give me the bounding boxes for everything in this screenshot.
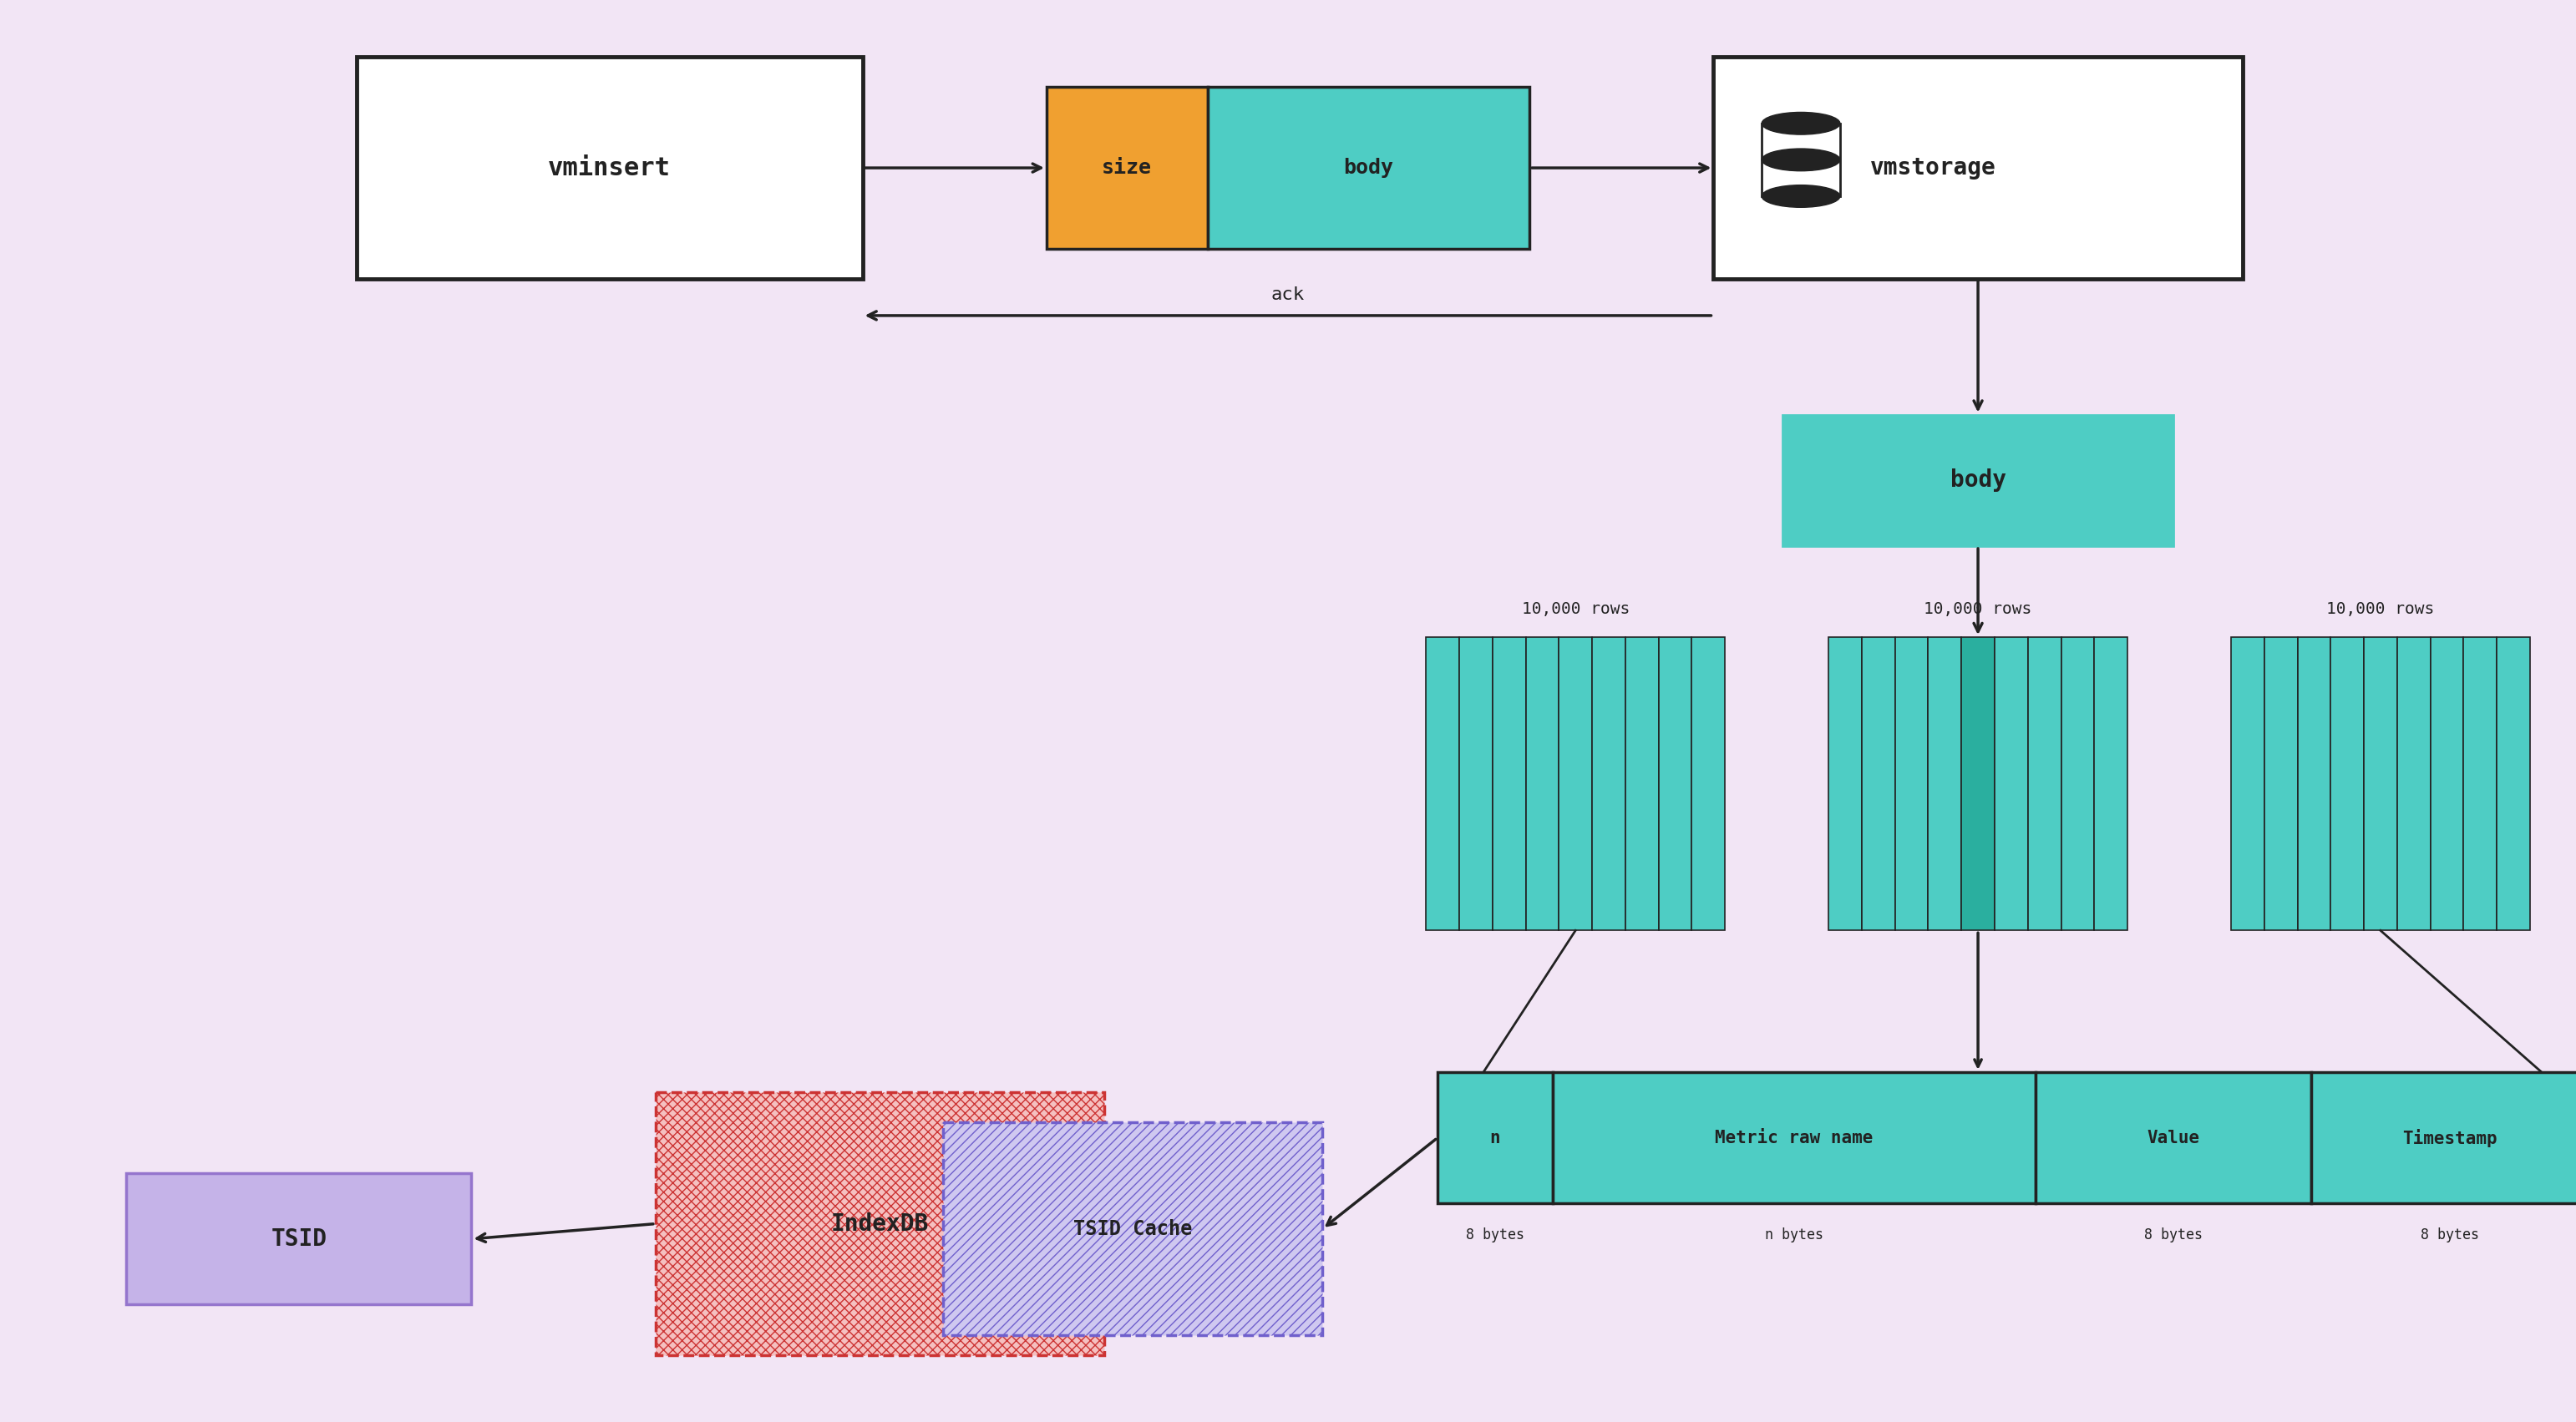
Text: 10,000 rows: 10,000 rows bbox=[1924, 602, 2032, 617]
FancyBboxPatch shape bbox=[2231, 637, 2264, 930]
FancyBboxPatch shape bbox=[943, 1122, 1321, 1335]
FancyBboxPatch shape bbox=[1427, 637, 1458, 930]
FancyBboxPatch shape bbox=[2061, 637, 2094, 930]
FancyBboxPatch shape bbox=[1862, 637, 1896, 930]
Text: vmstorage: vmstorage bbox=[1870, 156, 1996, 179]
Text: 10,000 rows: 10,000 rows bbox=[2326, 602, 2434, 617]
FancyBboxPatch shape bbox=[355, 57, 863, 279]
FancyBboxPatch shape bbox=[2311, 1072, 2576, 1203]
FancyBboxPatch shape bbox=[2463, 637, 2496, 930]
Text: body: body bbox=[1950, 469, 2007, 492]
FancyBboxPatch shape bbox=[2331, 637, 2365, 930]
FancyBboxPatch shape bbox=[1437, 1072, 1553, 1203]
Text: ack: ack bbox=[1270, 287, 1306, 303]
FancyBboxPatch shape bbox=[2264, 637, 2298, 930]
FancyBboxPatch shape bbox=[2035, 1072, 2311, 1203]
FancyBboxPatch shape bbox=[1458, 637, 1492, 930]
Text: Metric raw name: Metric raw name bbox=[1716, 1129, 1873, 1146]
Ellipse shape bbox=[1762, 149, 1839, 171]
Text: vminsert: vminsert bbox=[549, 156, 670, 181]
Text: body: body bbox=[1345, 158, 1394, 178]
FancyBboxPatch shape bbox=[1553, 1072, 2035, 1203]
Text: IndexDB: IndexDB bbox=[832, 1212, 930, 1236]
FancyBboxPatch shape bbox=[654, 1092, 1105, 1355]
FancyBboxPatch shape bbox=[2365, 637, 2398, 930]
Ellipse shape bbox=[1762, 112, 1839, 135]
FancyBboxPatch shape bbox=[1929, 637, 1960, 930]
FancyBboxPatch shape bbox=[1829, 637, 1862, 930]
FancyBboxPatch shape bbox=[1659, 637, 1692, 930]
Text: n: n bbox=[1489, 1129, 1499, 1146]
Text: 8 bytes: 8 bytes bbox=[2421, 1227, 2478, 1243]
Ellipse shape bbox=[1762, 185, 1839, 208]
FancyBboxPatch shape bbox=[1208, 87, 1530, 249]
FancyBboxPatch shape bbox=[2094, 637, 2128, 930]
FancyBboxPatch shape bbox=[2398, 637, 2429, 930]
FancyBboxPatch shape bbox=[1046, 87, 1208, 249]
FancyBboxPatch shape bbox=[1692, 637, 1726, 930]
FancyBboxPatch shape bbox=[2298, 637, 2331, 930]
Text: Timestamp: Timestamp bbox=[2401, 1129, 2496, 1148]
Text: TSID: TSID bbox=[270, 1227, 327, 1250]
FancyBboxPatch shape bbox=[1994, 637, 2027, 930]
FancyBboxPatch shape bbox=[1558, 637, 1592, 930]
FancyBboxPatch shape bbox=[2027, 637, 2061, 930]
FancyBboxPatch shape bbox=[1896, 637, 1929, 930]
FancyBboxPatch shape bbox=[1492, 637, 1525, 930]
FancyBboxPatch shape bbox=[2429, 637, 2463, 930]
FancyBboxPatch shape bbox=[1625, 637, 1659, 930]
FancyBboxPatch shape bbox=[1525, 637, 1558, 930]
Text: Value: Value bbox=[2148, 1129, 2200, 1146]
Text: n bytes: n bytes bbox=[1765, 1227, 1824, 1243]
Text: TSID Cache: TSID Cache bbox=[1074, 1219, 1193, 1239]
FancyBboxPatch shape bbox=[2496, 637, 2530, 930]
Text: 10,000 rows: 10,000 rows bbox=[1522, 602, 1631, 617]
Text: 8 bytes: 8 bytes bbox=[2143, 1227, 2202, 1243]
FancyBboxPatch shape bbox=[1592, 637, 1625, 930]
FancyBboxPatch shape bbox=[126, 1173, 471, 1304]
Text: 8 bytes: 8 bytes bbox=[1466, 1227, 1525, 1243]
FancyBboxPatch shape bbox=[1713, 57, 2244, 279]
FancyBboxPatch shape bbox=[1960, 637, 1994, 930]
Text: size: size bbox=[1103, 158, 1151, 178]
FancyBboxPatch shape bbox=[1783, 415, 2174, 546]
